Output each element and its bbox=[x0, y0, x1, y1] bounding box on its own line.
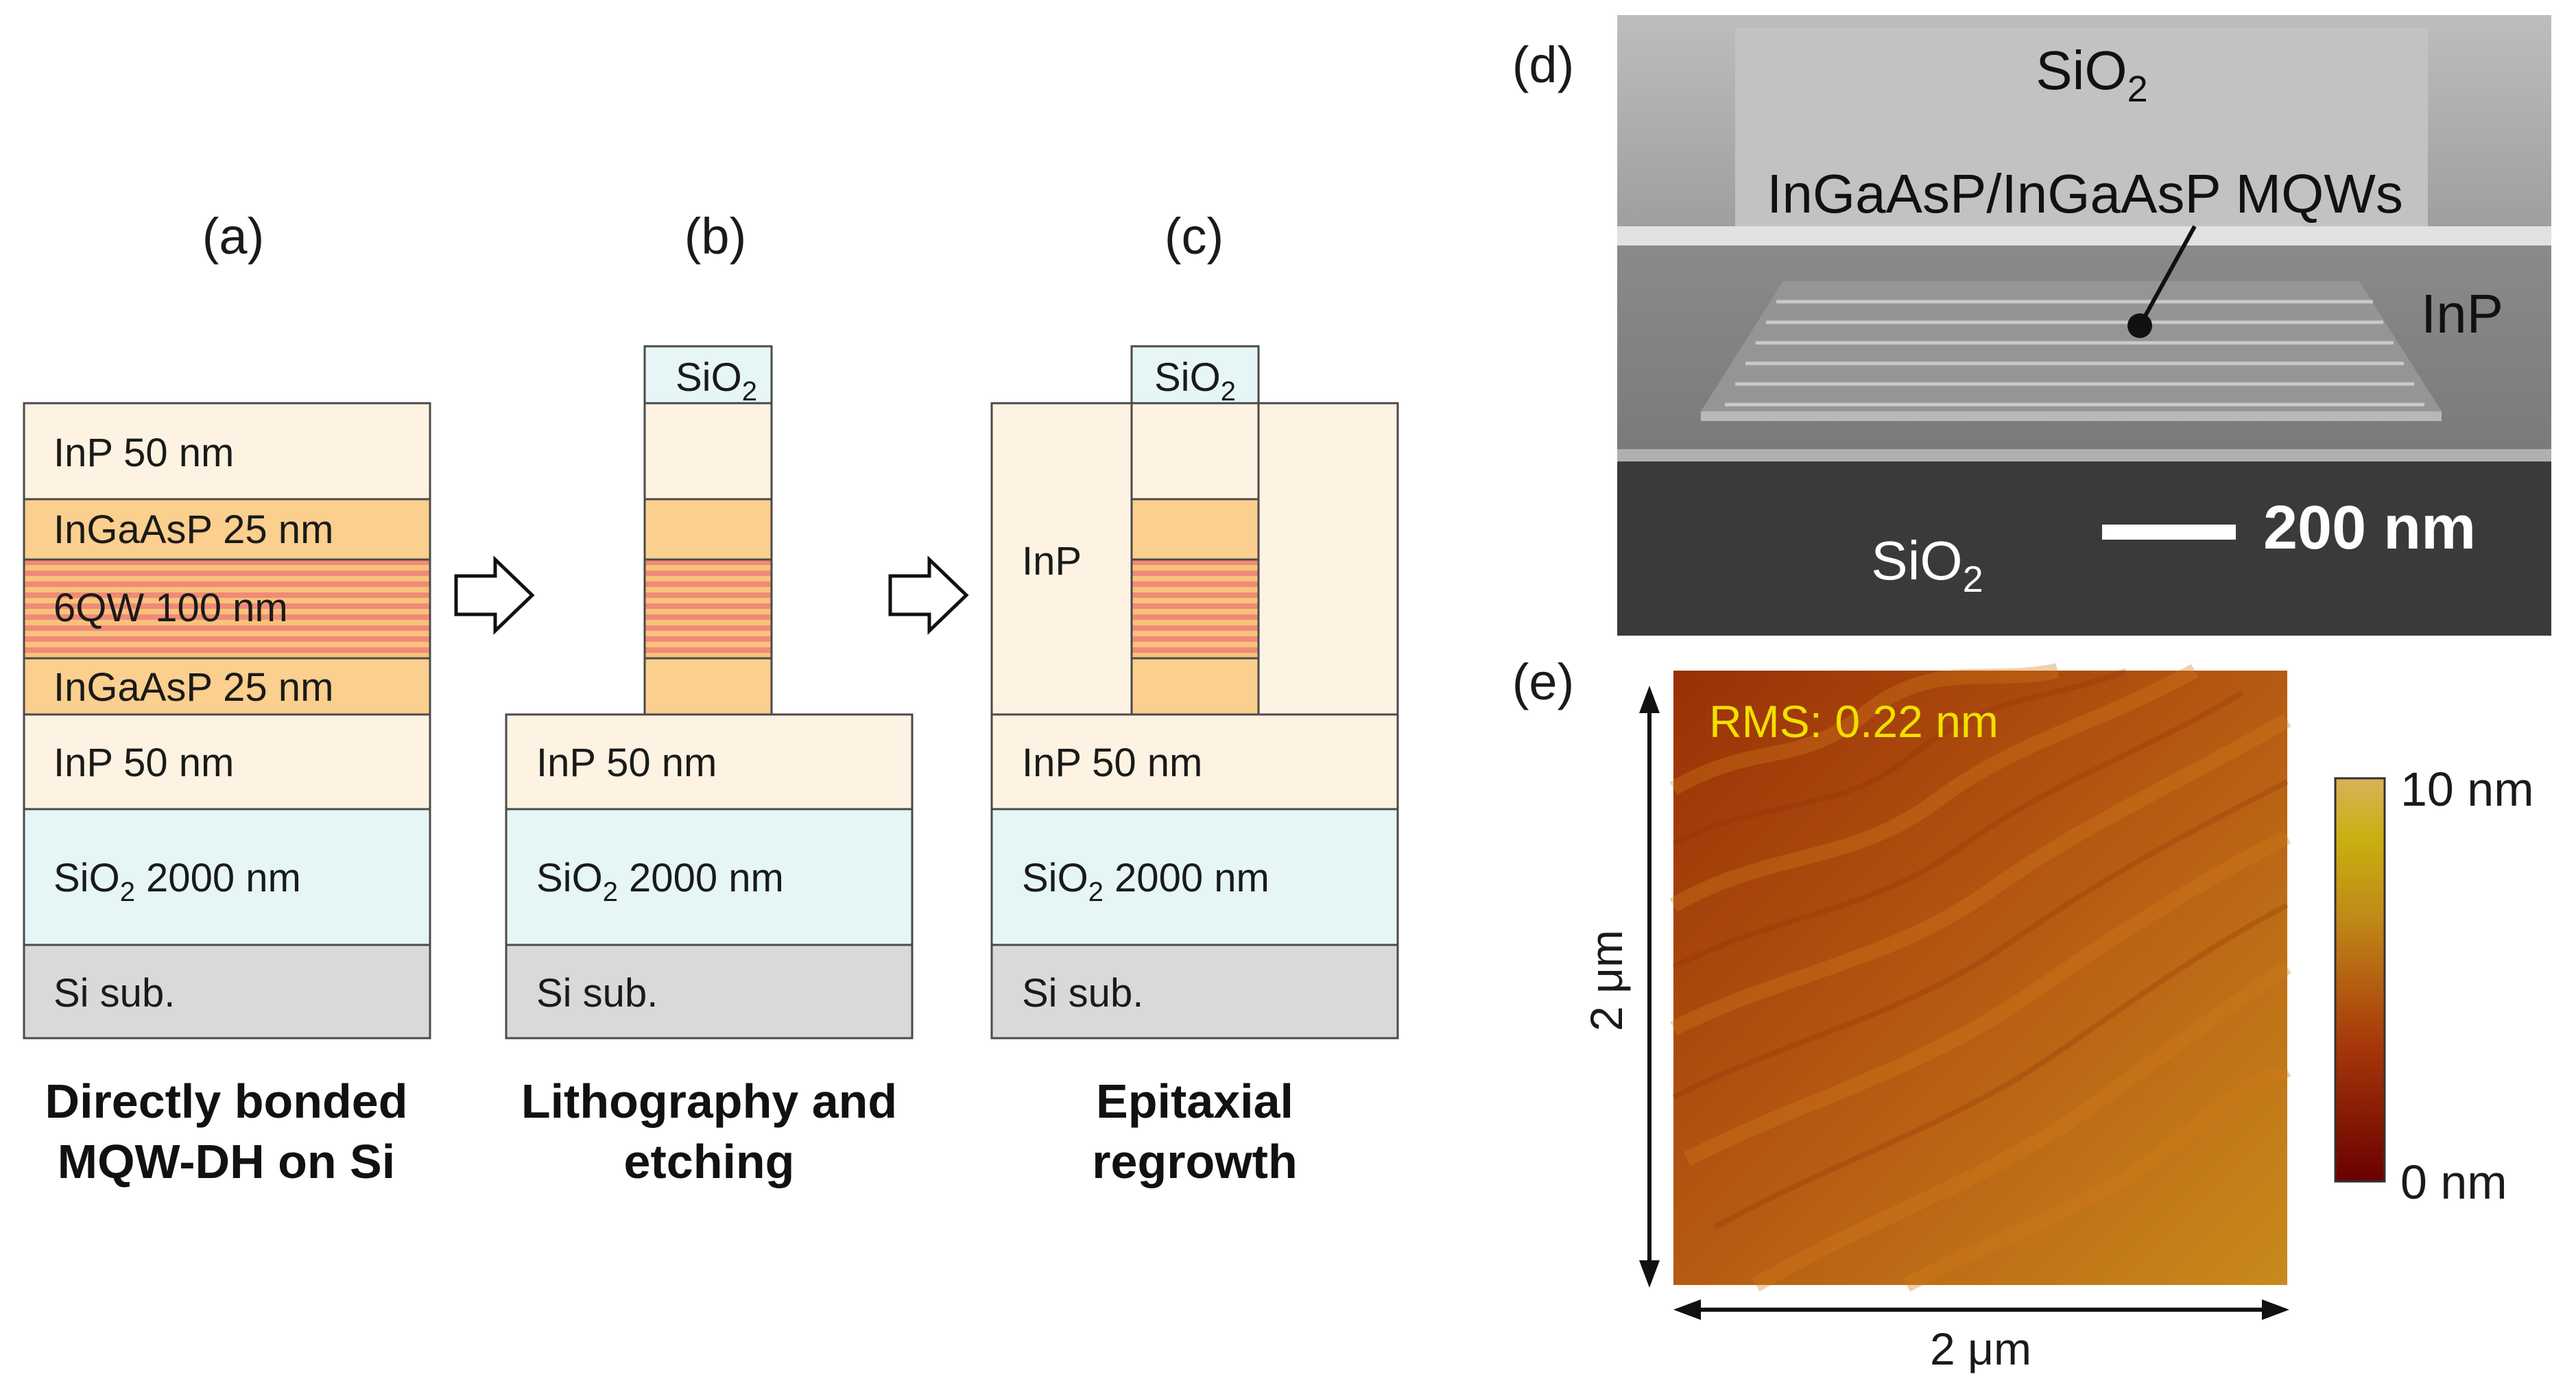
panel-a: (a) InP 50 nm InGaAsP 25 nm 6QW 100 nm I… bbox=[23, 208, 431, 1188]
panel-d-label: (d) bbox=[1512, 36, 1574, 93]
label-mask-sio2: SiO2 bbox=[676, 355, 757, 407]
label-inp-bottom: InP 50 nm bbox=[1022, 741, 1202, 785]
mesa-mqw bbox=[643, 558, 773, 660]
label-ingaasp-bottom: InGaAsP 25 nm bbox=[53, 665, 333, 710]
panel-e: (e) RMS: 0.22 nm 2 μm bbox=[1512, 653, 2534, 1374]
panel-b: (b) SiO2 InP 50 nm SiO2 2000 nm Si sub. … bbox=[505, 208, 914, 1188]
arrow-right-icon bbox=[2262, 1299, 2289, 1320]
sem-label-mqw: InGaAsP/InGaAsP MQWs bbox=[1767, 163, 2403, 224]
label-si: Si sub. bbox=[1022, 971, 1143, 1016]
regrowth-inp-left bbox=[990, 402, 1133, 716]
caption-c-line1: Epitaxial bbox=[1096, 1074, 1293, 1128]
layer-inp-bottom bbox=[23, 713, 431, 810]
afm-image bbox=[1669, 663, 2292, 1292]
colorbar-max-label: 10 nm bbox=[2400, 762, 2534, 816]
label-mask-sio2: SiO2 bbox=[1154, 355, 1236, 407]
panel-c: (c) SiO2 InP InP 50 nm SiO2 2000 nm Si s… bbox=[990, 208, 1399, 1188]
sem-scale-label: 200 nm bbox=[2263, 494, 2476, 562]
caption-a-line2: MQW-DH on Si bbox=[58, 1135, 395, 1188]
caption-b-line1: Lithography and bbox=[521, 1074, 897, 1128]
label-inp-bottom: InP 50 nm bbox=[53, 741, 234, 785]
label-mqw: 6QW 100 nm bbox=[53, 586, 288, 630]
panel-e-label: (e) bbox=[1512, 653, 1574, 710]
panel-c-label: (c) bbox=[1165, 208, 1224, 265]
sem-label-sio2-top: SiO2 bbox=[2036, 40, 2147, 110]
process-arrow-icon bbox=[454, 555, 535, 635]
mesa-ingaasp-bottom bbox=[643, 657, 773, 716]
afm-colorbar bbox=[2334, 777, 2386, 1183]
panel-d: (d) SiO2 bbox=[1512, 15, 2551, 636]
layer-ingaasp-top bbox=[23, 498, 431, 561]
label-inp-top: InP 50 nm bbox=[53, 431, 234, 475]
panel-b-label: (b) bbox=[684, 208, 746, 265]
mask-sio2 bbox=[1130, 345, 1260, 405]
mesa-inp bbox=[1130, 402, 1260, 501]
afm-rms-label: RMS: 0.22 nm bbox=[1709, 696, 1999, 747]
label-sio2: SiO2 2000 nm bbox=[53, 856, 301, 907]
layer-sio2 bbox=[23, 808, 431, 946]
label-ingaasp-top: InGaAsP 25 nm bbox=[53, 507, 333, 552]
sem-mqw-pointer bbox=[2138, 225, 2197, 327]
arrow-left-icon bbox=[1673, 1299, 1701, 1320]
caption-a-line1: Directly bonded bbox=[45, 1074, 408, 1128]
layer-inp-bottom bbox=[990, 713, 1399, 810]
layer-mqw bbox=[23, 558, 431, 660]
mesa-ingaasp-top bbox=[1130, 498, 1260, 561]
layer-sio2 bbox=[990, 808, 1399, 946]
sem-label-sio2-bottom: SiO2 bbox=[1871, 530, 1983, 600]
arrow-down-icon bbox=[1639, 1260, 1660, 1288]
caption-b-line2: etching bbox=[624, 1135, 795, 1188]
label-sio2: SiO2 2000 nm bbox=[536, 856, 784, 907]
layer-si bbox=[505, 944, 914, 1040]
label-sio2: SiO2 2000 nm bbox=[1022, 856, 1269, 907]
mask-sio2 bbox=[643, 345, 773, 405]
mesa-ingaasp-top bbox=[643, 498, 773, 561]
afm-y-extent-label: 2 μm bbox=[1581, 930, 1632, 1031]
layer-si bbox=[990, 944, 1399, 1040]
layer-si bbox=[23, 944, 431, 1040]
caption-c-line2: regrowth bbox=[1092, 1135, 1297, 1188]
label-si: Si sub. bbox=[53, 971, 175, 1016]
regrowth-inp-right bbox=[1257, 402, 1399, 716]
arrow-up-icon bbox=[1639, 686, 1660, 713]
mesa-inp bbox=[643, 402, 773, 501]
label-inp-bottom: InP 50 nm bbox=[536, 741, 717, 785]
panel-a-label: (a) bbox=[202, 208, 264, 265]
label-si: Si sub. bbox=[536, 971, 658, 1016]
process-arrow-icon bbox=[888, 555, 969, 635]
afm-x-extent-label: 2 μm bbox=[1930, 1323, 2031, 1374]
sem-scale-bar bbox=[2102, 525, 2236, 540]
mesa-ingaasp-bottom bbox=[1130, 657, 1260, 716]
mesa-mqw bbox=[1130, 558, 1260, 660]
layer-inp-top bbox=[23, 402, 431, 501]
layer-ingaasp-bottom bbox=[23, 657, 431, 716]
colorbar-min-label: 0 nm bbox=[2400, 1155, 2507, 1209]
layer-sio2 bbox=[505, 808, 914, 946]
sem-label-inp: InP bbox=[2421, 283, 2503, 344]
sem-image bbox=[1617, 15, 2551, 636]
sem-mqw-dot bbox=[2127, 313, 2152, 338]
label-regrowth-inp: InP bbox=[1022, 539, 1082, 584]
